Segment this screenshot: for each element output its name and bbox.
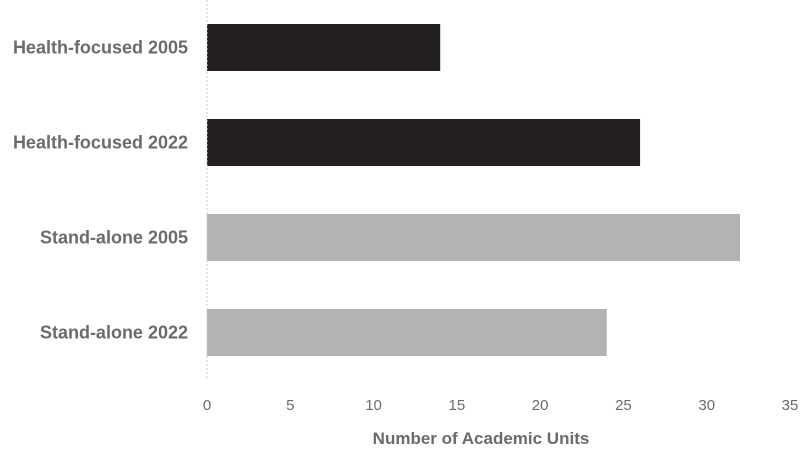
bar-stand-alone-2022 [207, 309, 607, 356]
category-label: Stand-alone 2022 [40, 323, 188, 343]
x-tick-label: 30 [698, 397, 715, 414]
x-axis-title: Number of Academic Units [373, 429, 590, 448]
category-label: Stand-alone 2005 [40, 228, 188, 248]
bars-group [207, 24, 741, 356]
bar-health-focused-2005 [207, 24, 441, 71]
category-label: Health-focused 2022 [13, 133, 188, 153]
x-tick-label: 10 [365, 397, 382, 414]
category-label: Health-focused 2005 [13, 38, 188, 58]
bar-health-focused-2022 [207, 119, 641, 166]
x-tick-label: 15 [449, 397, 466, 414]
x-tick-label: 25 [615, 397, 632, 414]
x-tick-label: 0 [203, 397, 211, 414]
x-tick-label: 5 [286, 397, 294, 414]
x-tick-label: 20 [532, 397, 549, 414]
category-labels: Health-focused 2005 Health-focused 2022 St… [13, 38, 188, 343]
bar-stand-alone-2005 [207, 214, 741, 261]
x-tick-label: 35 [782, 397, 799, 414]
x-tick-labels: 0 5 10 15 20 25 30 35 [203, 397, 799, 414]
